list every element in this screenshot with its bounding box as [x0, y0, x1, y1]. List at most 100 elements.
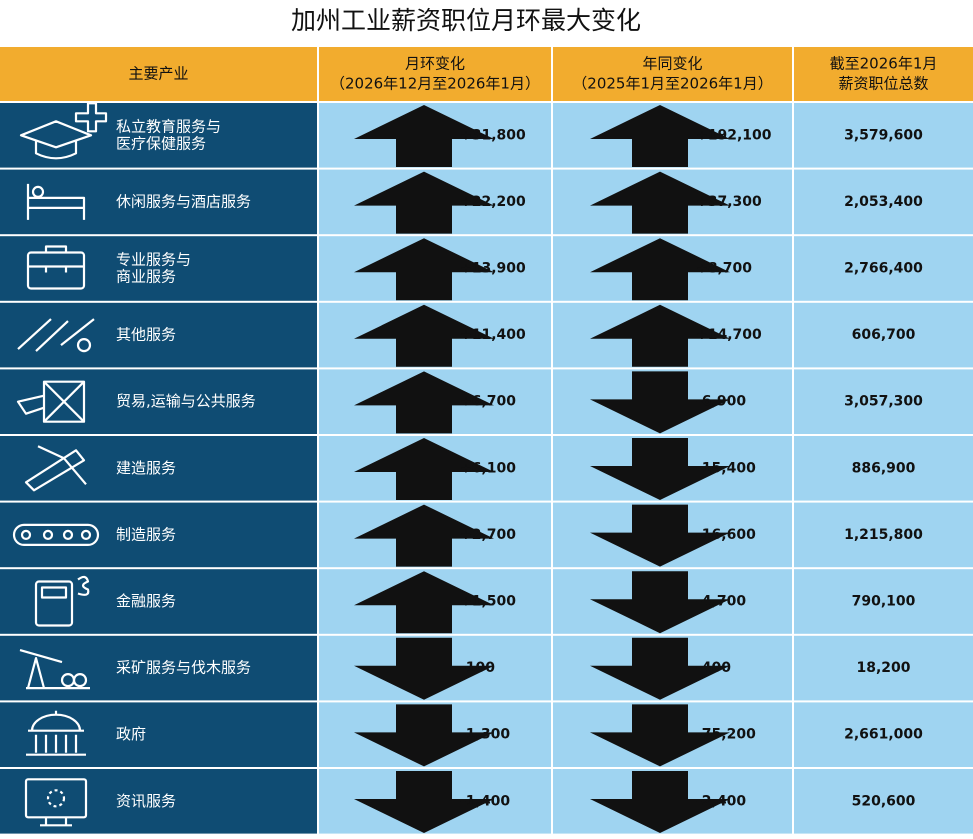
change-value: +31,800	[460, 127, 526, 143]
total-cell	[794, 103, 973, 168]
icon	[24, 445, 87, 492]
industry-cell	[0, 169, 317, 235]
total-cell	[794, 769, 973, 834]
icon-part	[26, 710, 86, 756]
arrow	[354, 171, 494, 234]
total-cell	[794, 502, 973, 568]
header-text: （2025年1月至2026年1月）	[572, 75, 772, 93]
icon-part	[12, 523, 100, 547]
total-value: 520,600	[852, 793, 916, 809]
industry-label: 金融服务	[116, 592, 176, 610]
icon-part	[26, 251, 86, 290]
industry-label: 政府	[116, 725, 146, 743]
arrow	[590, 704, 730, 767]
change-value: +13,900	[460, 261, 526, 277]
arrow	[354, 371, 494, 434]
icon-part	[31, 185, 45, 198]
total-value: 2,053,400	[844, 194, 923, 210]
arrow	[354, 238, 494, 301]
change-value: -6,900	[696, 394, 746, 410]
industry-cell	[0, 369, 317, 434]
icon-part	[42, 529, 54, 541]
icon	[16, 380, 86, 423]
header-cell	[794, 47, 973, 101]
total-cell	[794, 302, 973, 368]
arrow	[590, 238, 730, 301]
icon-part	[72, 672, 88, 688]
icon-part	[20, 529, 32, 541]
change-value: -4,700	[696, 594, 746, 610]
arrow	[354, 571, 494, 634]
icon-part	[40, 817, 72, 827]
icon	[26, 245, 86, 290]
arrow	[590, 571, 730, 634]
icon-part	[80, 529, 92, 541]
change-value: +192,100	[696, 127, 772, 143]
change-value: +2,700	[460, 527, 516, 543]
total-cell	[794, 635, 973, 701]
industry-label: 采矿服务与伐木服务	[116, 659, 251, 677]
industry-label: 休闲服务与酒店服务	[116, 192, 251, 210]
industry-label: 医疗保健服务	[116, 134, 206, 152]
arrow	[354, 504, 494, 567]
industry-cell	[0, 103, 317, 168]
header-text: 截至2026年1月	[830, 55, 938, 73]
header-text: 薪资职位总数	[838, 75, 928, 93]
header-text: 年同变化	[642, 55, 702, 73]
header-cell	[553, 47, 792, 101]
total-cell	[794, 569, 973, 634]
industry-label: 私立教育服务与	[116, 117, 221, 135]
arrow	[590, 504, 730, 567]
total-value: 606,700	[852, 327, 916, 343]
total-value: 18,200	[856, 660, 910, 676]
total-value: 790,100	[852, 594, 916, 610]
header-text: 主要产业	[128, 65, 188, 83]
industry-label: 其他服务	[116, 326, 176, 344]
change-value: +22,200	[460, 194, 526, 210]
arrow	[354, 105, 494, 167]
total-value: 3,579,600	[844, 127, 923, 143]
header-cell	[0, 47, 317, 101]
icon	[12, 523, 100, 547]
change-value: +37,300	[696, 194, 762, 210]
icon-part	[24, 445, 87, 492]
change-value: +11,400	[460, 327, 526, 343]
arrow	[354, 637, 494, 700]
icon-part	[34, 580, 74, 627]
arrow	[590, 438, 730, 500]
header-text: （2026年12月至2026年1月）	[330, 75, 540, 93]
arrow	[354, 771, 494, 833]
change-value: -1,400	[460, 793, 510, 809]
industry-label: 专业服务与	[116, 251, 191, 269]
header-cell	[319, 47, 551, 101]
industry-label: 商业服务	[116, 268, 176, 286]
icon-part	[40, 586, 68, 599]
icon-part	[42, 380, 86, 423]
total-cell	[794, 236, 973, 301]
icon	[26, 710, 86, 756]
total-value: 2,766,400	[844, 261, 923, 277]
title: 加州工业薪资职位月环最大变化	[291, 6, 641, 35]
icon-part	[28, 245, 84, 273]
change-value: -1,300	[460, 727, 510, 743]
arrow	[590, 637, 730, 700]
icon-part	[62, 529, 74, 541]
total-cell	[794, 702, 973, 767]
icon-part	[17, 318, 95, 352]
total-cell	[794, 436, 973, 501]
change-value: -400	[696, 660, 731, 676]
icon	[26, 183, 86, 220]
icon	[19, 102, 108, 160]
icon-part	[16, 380, 85, 423]
icon	[17, 318, 95, 353]
icon-part	[77, 575, 90, 596]
arrow	[354, 304, 494, 367]
arrow	[590, 371, 730, 434]
icon	[24, 778, 88, 827]
icon	[34, 575, 90, 627]
arrow	[590, 105, 730, 167]
industry-label: 贸易,运输与公共服务	[116, 392, 256, 410]
change-value: -15,400	[696, 460, 756, 476]
change-value: -2,400	[696, 793, 746, 809]
